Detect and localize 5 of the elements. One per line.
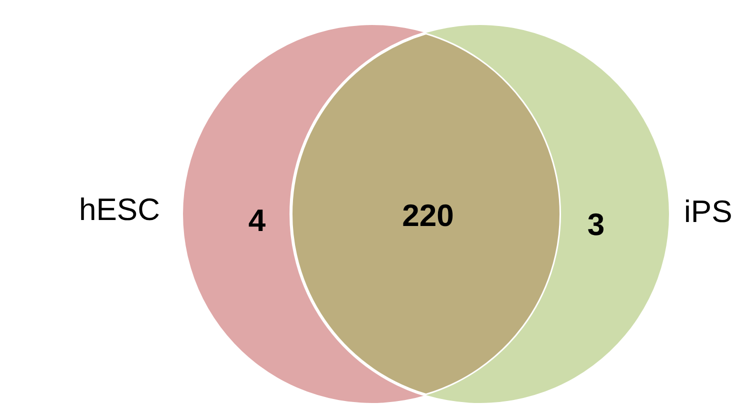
data-label: 220 — [402, 198, 454, 233]
category-label: hESC — [79, 192, 160, 227]
category-label: iPS — [684, 194, 732, 229]
data-label: 3 — [587, 207, 605, 242]
data-label: 4 — [248, 203, 266, 238]
